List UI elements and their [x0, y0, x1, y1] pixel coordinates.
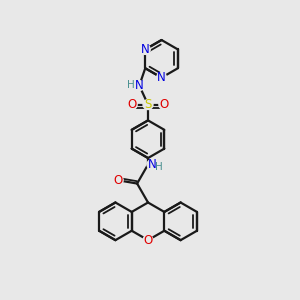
Circle shape	[113, 175, 123, 185]
Text: O: O	[128, 98, 137, 111]
Circle shape	[143, 100, 153, 110]
Text: N: N	[135, 79, 144, 92]
Text: H: H	[127, 80, 134, 90]
Circle shape	[140, 44, 150, 54]
Circle shape	[127, 100, 137, 110]
Text: N: N	[148, 158, 156, 171]
Text: O: O	[113, 174, 123, 187]
Text: O: O	[159, 98, 169, 111]
Text: N: N	[141, 43, 150, 56]
Circle shape	[134, 81, 144, 91]
Circle shape	[159, 100, 169, 110]
Text: O: O	[143, 234, 153, 247]
Text: S: S	[144, 98, 152, 111]
Text: H: H	[155, 162, 163, 172]
Text: N: N	[157, 71, 166, 84]
Circle shape	[143, 235, 153, 245]
Circle shape	[157, 73, 166, 82]
Circle shape	[147, 160, 157, 170]
